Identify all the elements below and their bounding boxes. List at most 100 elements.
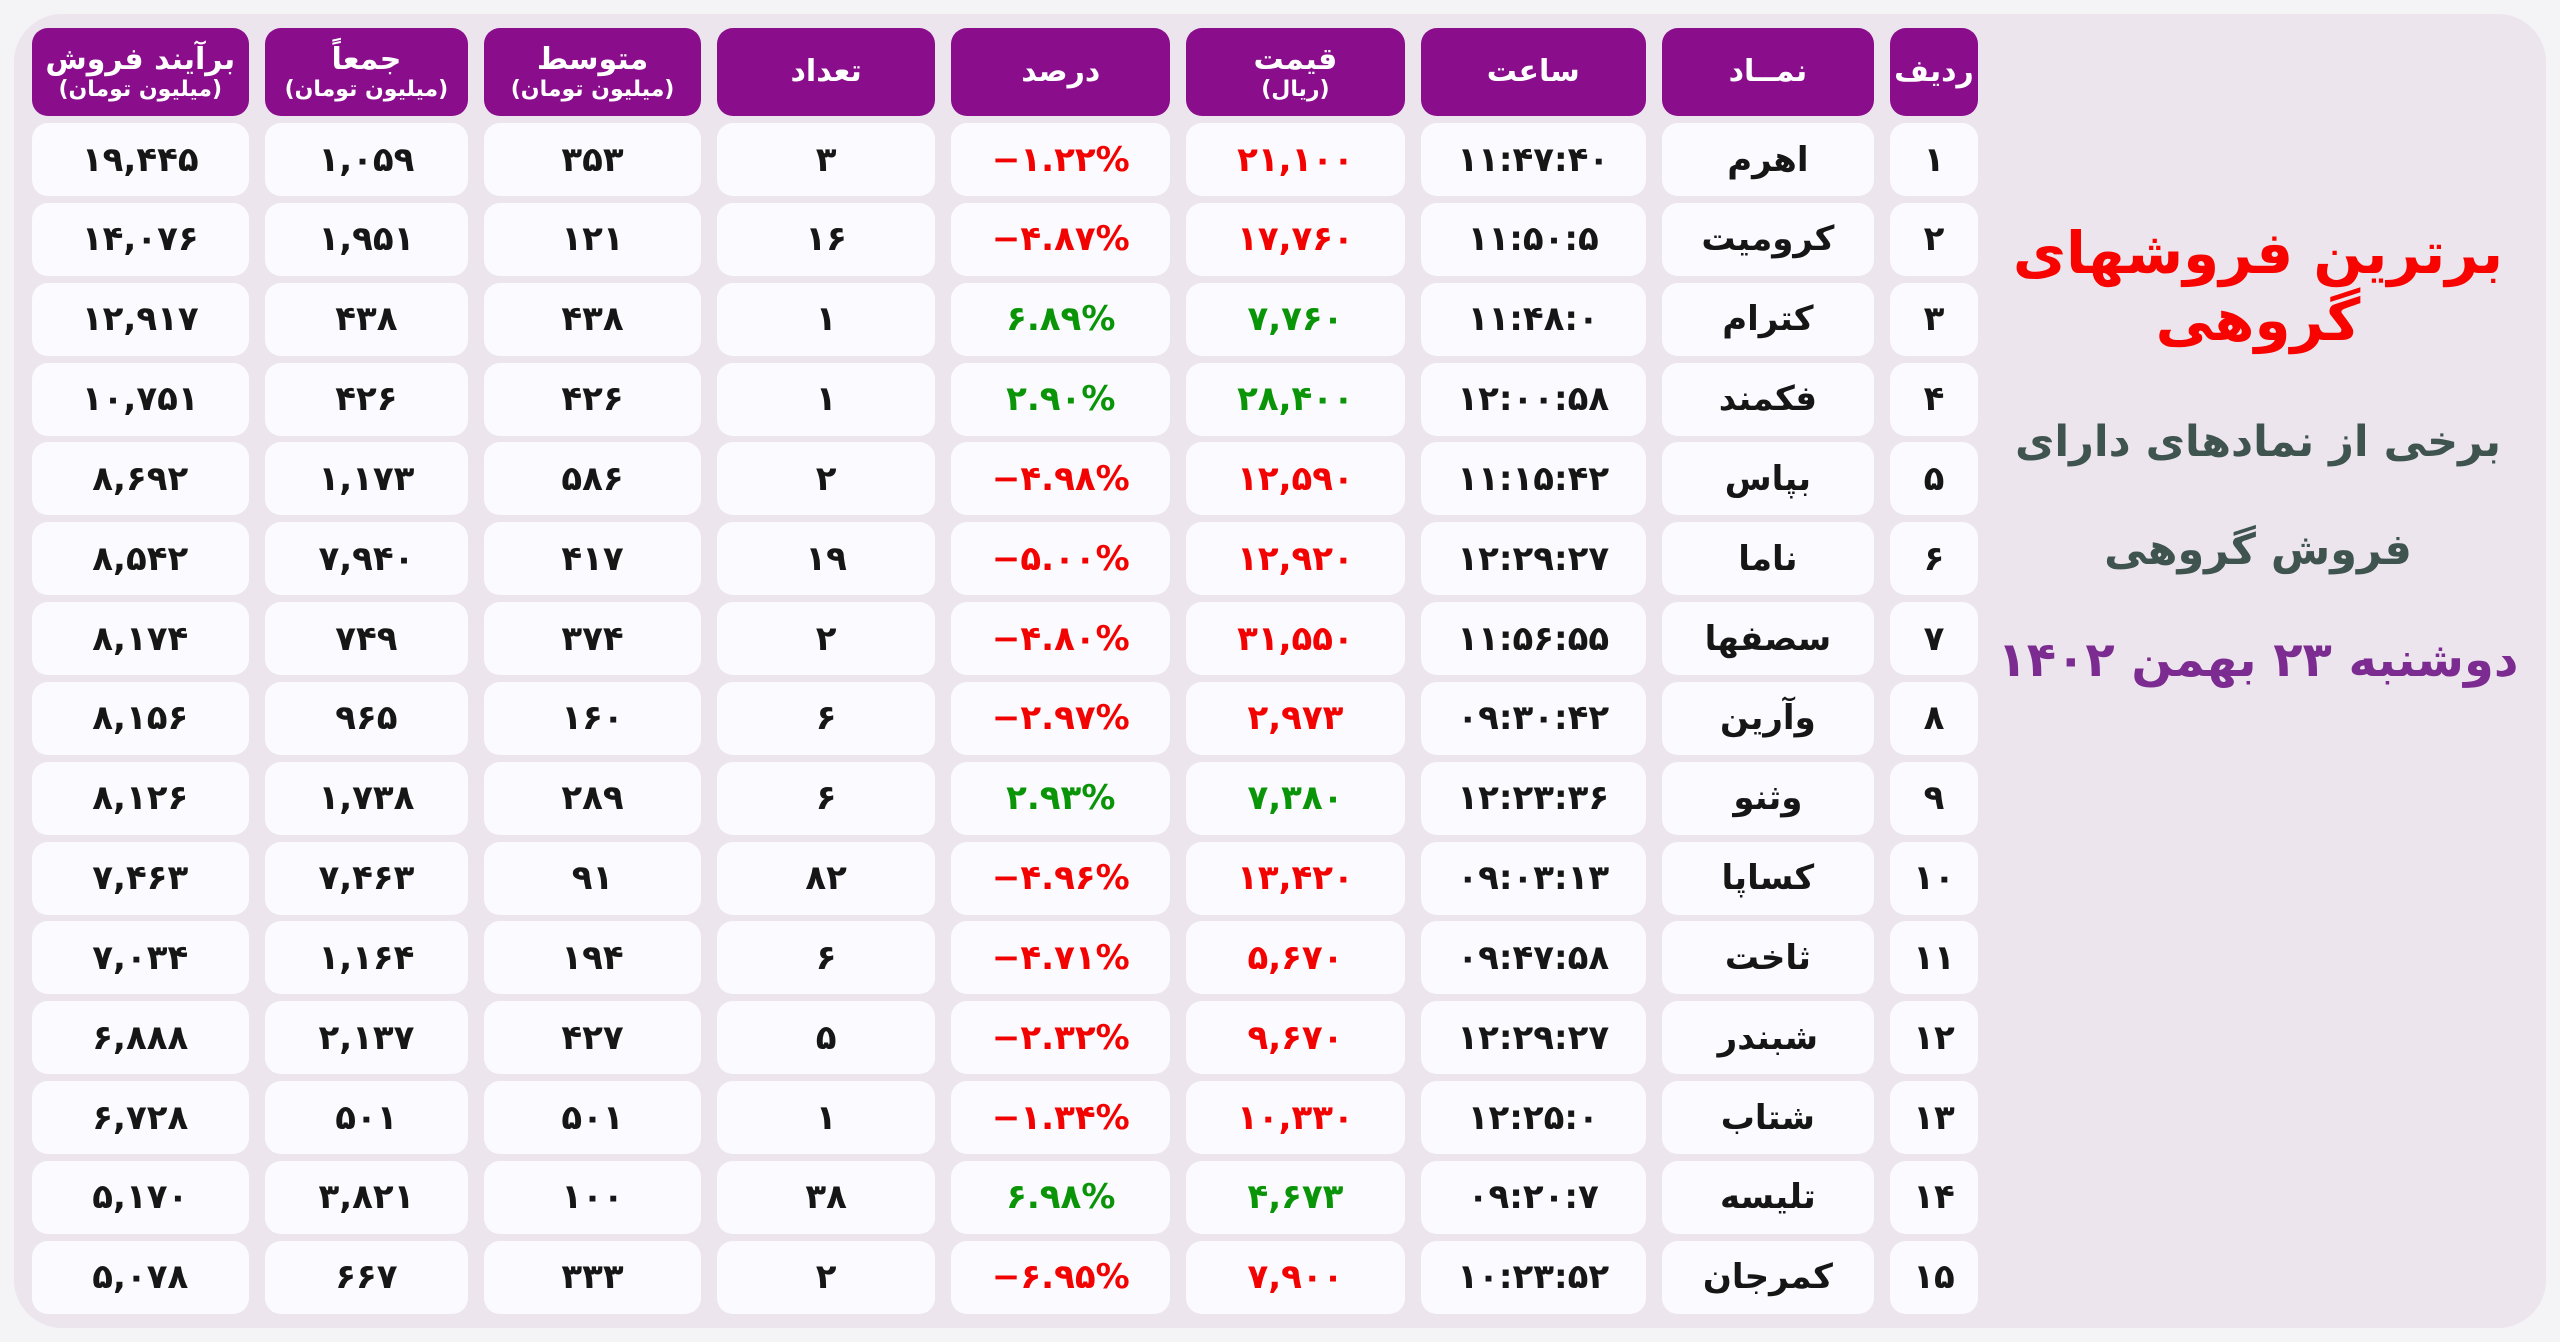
cell-gheymat: ۴,۶۷۳	[1186, 1160, 1405, 1234]
cell-motevaset: ۵۸۶	[484, 442, 701, 516]
table-body: ۱ اهرم ۱۱:۴۷:۴۰ ۲۱,۱۰۰ −۱.۲۲% ۳ ۳۵۳ ۱,۰۵۹ ۱۹,۴۴۵…	[32, 123, 1978, 1314]
cell-radif: ۹	[1890, 761, 1978, 835]
cell-gheymat: ۱۳,۴۲۰	[1186, 841, 1405, 915]
cell-namad: ناما	[1661, 522, 1874, 596]
cell-darsad: −۴.۸۷%	[951, 202, 1171, 276]
cell-motevaset: ۱۶۰	[484, 681, 701, 755]
cell-radif: ۸	[1890, 681, 1978, 755]
cell-motevaset: ۴۲۷	[484, 1001, 701, 1075]
cell-tedad: ۶	[716, 921, 936, 995]
cell-namad: سصفها	[1661, 602, 1874, 676]
cell-gheymat: ۱۲,۵۹۰	[1186, 442, 1405, 516]
cell-jaman: ۱,۰۵۹	[264, 123, 469, 196]
cell-baravand: ۸,۱۲۶	[32, 761, 249, 835]
table-row: ۵ بپاس ۱۱:۱۵:۴۲ ۱۲,۵۹۰ −۴.۹۸% ۲ ۵۸۶ ۱,۱۷۳ ۸,۶۹۲	[32, 442, 1978, 516]
cell-namad: وآرین	[1661, 681, 1874, 755]
cell-radif: ۱۴	[1890, 1160, 1978, 1234]
cell-tedad: ۳۸	[716, 1160, 936, 1234]
table-row: ۶ ناما ۱۲:۲۹:۲۷ ۱۲,۹۲۰ −۵.۰۰% ۱۹ ۴۱۷ ۷,۹۴۰ ۸,۵۴۲	[32, 522, 1978, 596]
cell-namad: فکمند	[1661, 362, 1874, 436]
cell-jaman: ۶۶۷	[264, 1240, 469, 1314]
cell-jaman: ۵۰۱	[264, 1081, 469, 1155]
cell-saat: ۱۱:۴۷:۴۰	[1420, 123, 1646, 196]
cell-jaman: ۱,۷۳۸	[264, 761, 469, 835]
cell-saat: ۰۹:۲۰:۷	[1420, 1160, 1646, 1234]
cell-baravand: ۷,۴۶۳	[32, 841, 249, 915]
cell-radif: ۱۰	[1890, 841, 1978, 915]
column-header-gheymat: قیمت (ریال)	[1186, 28, 1405, 116]
cell-tedad: ۲	[716, 602, 936, 676]
cell-radif: ۵	[1890, 442, 1978, 516]
cell-gheymat: ۷,۷۶۰	[1186, 282, 1405, 356]
cell-darsad: −۴.۹۶%	[951, 841, 1171, 915]
cell-darsad: −۴.۷۱%	[951, 921, 1171, 995]
column-header-tedad: تعداد	[716, 28, 936, 116]
cell-baravand: ۸,۱۵۶	[32, 681, 249, 755]
table-row: ۹ وثنو ۱۲:۲۳:۳۶ ۷,۳۸۰ ۲.۹۳% ۶ ۲۸۹ ۱,۷۳۸ ۸,۱۲۶	[32, 761, 1978, 835]
cell-radif: ۱۳	[1890, 1081, 1978, 1155]
cell-namad: شبندر	[1661, 1001, 1874, 1075]
cell-baravand: ۱۲,۹۱۷	[32, 282, 249, 356]
cell-namad: کرومیت	[1661, 202, 1874, 276]
cell-darsad: −۲.۳۲%	[951, 1001, 1171, 1075]
table-header-row: ردیف نمــاد ساعت قیمت (ریال) درصد تعداد متوسط (م…	[32, 28, 1978, 116]
cell-gheymat: ۲۸,۴۰۰	[1186, 362, 1405, 436]
cell-namad: کمرجان	[1661, 1240, 1874, 1314]
cell-jaman: ۹۶۵	[264, 681, 469, 755]
column-header-namad: نمــاد	[1661, 28, 1874, 116]
table-row: ۱۵ کمرجان ۱۰:۲۳:۵۲ ۷,۹۰۰ −۶.۹۵% ۲ ۳۳۳ ۶۶۷ ۵,۰۷۸	[32, 1240, 1978, 1314]
cell-motevaset: ۱۲۱	[484, 202, 701, 276]
cell-motevaset: ۴۱۷	[484, 522, 701, 596]
cell-motevaset: ۱۰۰	[484, 1160, 701, 1234]
cell-saat: ۱۱:۵۶:۵۵	[1420, 602, 1646, 676]
cell-baravand: ۱۹,۴۴۵	[32, 123, 249, 196]
cell-jaman: ۳,۸۲۱	[264, 1160, 469, 1234]
cell-darsad: −۱.۲۲%	[951, 123, 1171, 196]
cell-baravand: ۸,۵۴۲	[32, 522, 249, 596]
cell-jaman: ۷۴۹	[264, 602, 469, 676]
cell-darsad: −۶.۹۵%	[951, 1240, 1171, 1314]
table-row: ۲ کرومیت ۱۱:۵۰:۵ ۱۷,۷۶۰ −۴.۸۷% ۱۶ ۱۲۱ ۱,۹۵۱ ۱۴,۰…	[32, 202, 1978, 276]
cell-namad: تلیسه	[1661, 1160, 1874, 1234]
cell-tedad: ۱	[716, 282, 936, 356]
cell-saat: ۱۱:۵۰:۵	[1420, 202, 1646, 276]
column-header-darsad: درصد	[951, 28, 1171, 116]
cell-baravand: ۶,۷۲۸	[32, 1081, 249, 1155]
cell-jaman: ۷,۴۶۳	[264, 841, 469, 915]
cell-motevaset: ۳۷۴	[484, 602, 701, 676]
table-row: ۱۴ تلیسه ۰۹:۲۰:۷ ۴,۶۷۳ ۶.۹۸% ۳۸ ۱۰۰ ۳,۸۲۱ ۵,۱۷۰	[32, 1160, 1978, 1234]
title-panel: برترین فروشهای گروهی برخی از نمادهای دار…	[1988, 28, 2528, 1314]
cell-motevaset: ۴۲۶	[484, 362, 701, 436]
cell-saat: ۱۱:۱۵:۴۲	[1420, 442, 1646, 516]
cell-saat: ۱۱:۴۸:۰	[1420, 282, 1646, 356]
cell-baravand: ۸,۶۹۲	[32, 442, 249, 516]
cell-motevaset: ۱۹۴	[484, 921, 701, 995]
cell-darsad: −۲.۹۷%	[951, 681, 1171, 755]
cell-darsad: ۲.۹۰%	[951, 362, 1171, 436]
cell-darsad: −۱.۳۴%	[951, 1081, 1171, 1155]
cell-radif: ۴	[1890, 362, 1978, 436]
cell-motevaset: ۲۸۹	[484, 761, 701, 835]
cell-gheymat: ۱۷,۷۶۰	[1186, 202, 1405, 276]
table-row: ۱۰ کساپا ۰۹:۰۳:۱۳ ۱۳,۴۲۰ −۴.۹۶% ۸۲ ۹۱ ۷,۴۶۳ ۷,۴۶…	[32, 841, 1978, 915]
page-subtitle-line2: فروش گروهی	[2104, 524, 2412, 575]
cell-motevaset: ۳۵۳	[484, 123, 701, 196]
cell-namad: کساپا	[1661, 841, 1874, 915]
cell-radif: ۶	[1890, 522, 1978, 596]
cell-gheymat: ۳۱,۵۵۰	[1186, 602, 1405, 676]
cell-jaman: ۱,۱۶۴	[264, 921, 469, 995]
cell-gheymat: ۲۱,۱۰۰	[1186, 123, 1405, 196]
cell-tedad: ۱	[716, 362, 936, 436]
cell-tedad: ۵	[716, 1001, 936, 1075]
cell-namad: وثنو	[1661, 761, 1874, 835]
cell-gheymat: ۷,۳۸۰	[1186, 761, 1405, 835]
cell-gheymat: ۱۲,۹۲۰	[1186, 522, 1405, 596]
table-row: ۱۱ ثاخت ۰۹:۴۷:۵۸ ۵,۶۷۰ −۴.۷۱% ۶ ۱۹۴ ۱,۱۶۴ ۷,۰۳۴	[32, 921, 1978, 995]
cell-saat: ۱۲:۲۹:۲۷	[1420, 522, 1646, 596]
cell-tedad: ۲	[716, 442, 936, 516]
cell-radif: ۱	[1890, 123, 1978, 196]
cell-namad: کترام	[1661, 282, 1874, 356]
cell-darsad: −۴.۸۰%	[951, 602, 1171, 676]
cell-darsad: ۲.۹۳%	[951, 761, 1171, 835]
table-row: ۱۳ شتاب ۱۲:۲۵:۰ ۱۰,۳۳۰ −۱.۳۴% ۱ ۵۰۱ ۵۰۱ ۶,۷۲۸	[32, 1081, 1978, 1155]
